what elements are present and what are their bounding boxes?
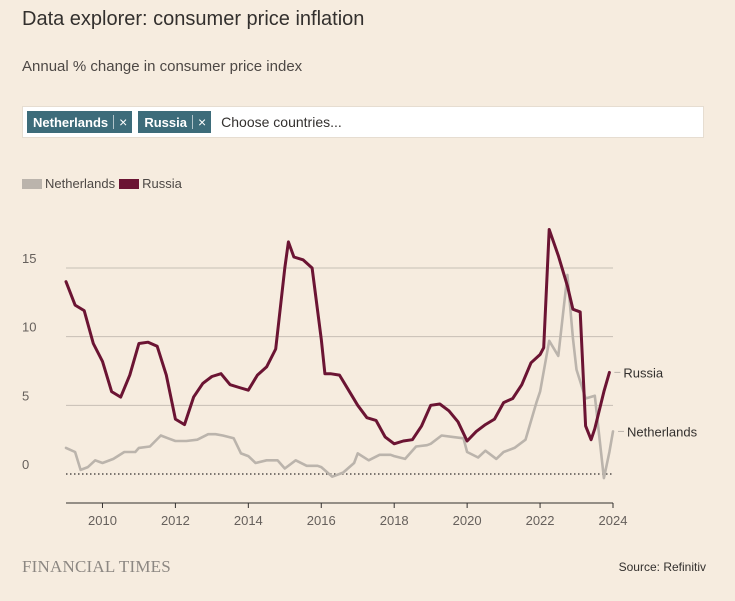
x-tick-label: 2020 <box>453 513 482 528</box>
end-label-russia: Russia <box>623 365 664 380</box>
page-title: Data explorer: consumer price inflation <box>22 8 365 30</box>
source-note: Source: Refinitiv <box>618 560 706 574</box>
page-subtitle: Annual % change in consumer price index <box>22 58 303 75</box>
x-tick-label: 2024 <box>599 513 628 528</box>
end-label-netherlands: Netherlands <box>627 424 698 439</box>
legend-label-russia: Russia <box>142 176 182 191</box>
chart-legend: Netherlands Russia <box>22 176 186 191</box>
remove-netherlands-icon[interactable]: × <box>119 114 128 130</box>
y-tick-label: 5 <box>22 388 29 403</box>
y-tick-label: 15 <box>22 251 36 266</box>
y-tick-label: 10 <box>22 320 36 335</box>
x-tick-label: 2018 <box>380 513 409 528</box>
chip-label: Russia <box>144 114 187 130</box>
series-line-russia <box>64 228 611 446</box>
series-line-netherlands <box>64 273 615 480</box>
legend-swatch-netherlands <box>22 178 42 189</box>
country-search-input[interactable] <box>217 113 524 131</box>
chip-divider <box>191 115 193 129</box>
legend-label-netherlands: Netherlands <box>45 176 116 191</box>
country-selector[interactable]: Netherlands × Russia × <box>22 106 704 138</box>
legend-item-netherlands: Netherlands <box>22 176 115 191</box>
x-tick-label: 2012 <box>161 513 190 528</box>
x-tick-label: 2010 <box>88 513 117 528</box>
x-tick-label: 2014 <box>234 513 263 528</box>
country-chip-netherlands: Netherlands × <box>27 111 133 133</box>
brand-logo: FINANCIAL TIMES <box>22 557 171 576</box>
country-chip-russia: Russia × <box>138 111 212 133</box>
legend-swatch-russia <box>119 178 140 189</box>
x-tick-label: 2022 <box>526 513 555 528</box>
chip-label: Netherlands <box>33 114 109 130</box>
legend-item-russia: Russia <box>119 176 182 191</box>
chip-divider <box>113 115 115 129</box>
x-tick-label: 2016 <box>307 513 336 528</box>
remove-russia-icon[interactable]: × <box>197 114 207 130</box>
y-tick-label: 0 <box>22 457 29 472</box>
